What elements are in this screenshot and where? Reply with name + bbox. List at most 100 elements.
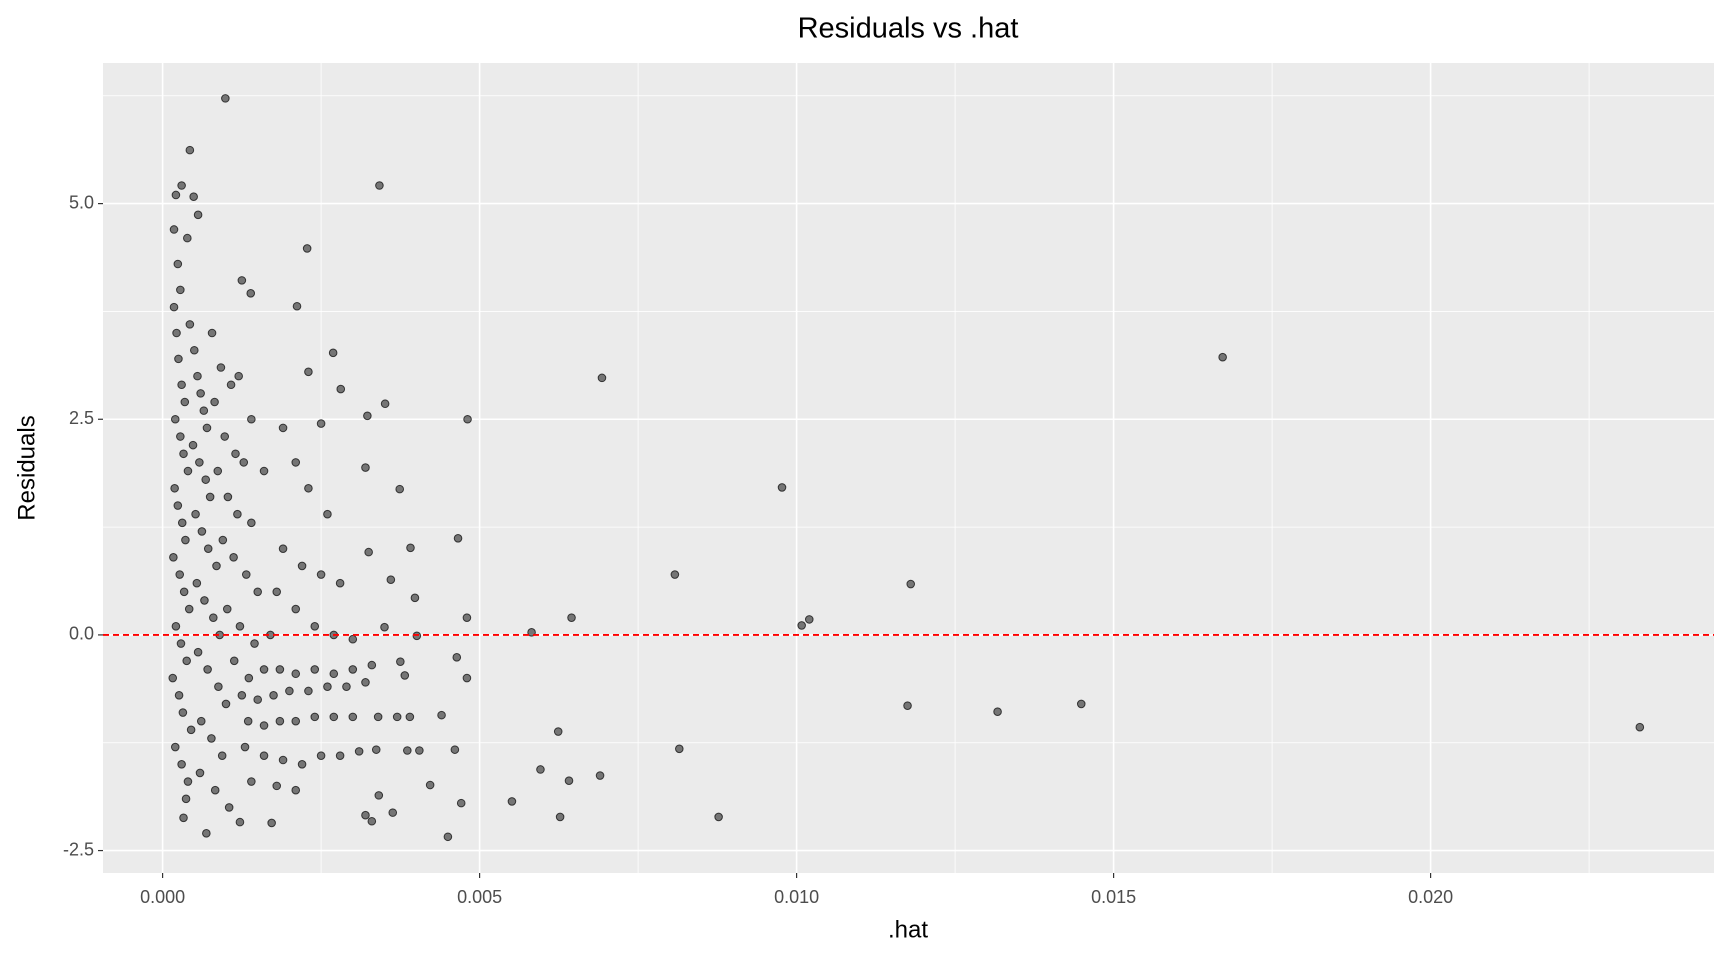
point <box>191 509 200 519</box>
point <box>777 483 787 492</box>
point <box>253 587 262 597</box>
point <box>443 832 453 842</box>
point <box>275 665 285 674</box>
point <box>304 686 313 696</box>
point <box>903 701 912 710</box>
point <box>189 345 199 355</box>
point <box>259 751 269 760</box>
point <box>237 276 247 285</box>
point <box>183 466 193 476</box>
point <box>567 613 576 622</box>
point <box>367 816 377 826</box>
point <box>176 432 185 441</box>
point <box>363 411 372 421</box>
point <box>316 419 326 428</box>
point <box>202 423 212 433</box>
point <box>221 94 230 103</box>
point <box>220 432 230 441</box>
point <box>310 665 320 674</box>
point <box>243 716 253 726</box>
point <box>210 785 220 795</box>
point <box>259 466 269 476</box>
point <box>180 397 190 407</box>
point <box>297 760 307 769</box>
point <box>196 716 206 726</box>
point <box>456 798 466 808</box>
x-axis-label: .hat <box>888 916 928 943</box>
y-axis-label: Residuals <box>13 415 40 520</box>
y-tick-label: 0.0 <box>69 624 94 644</box>
point <box>205 492 215 502</box>
point <box>323 509 332 519</box>
point <box>1076 699 1086 709</box>
point <box>400 671 410 680</box>
chart-title: Residuals vs .hat <box>798 13 1019 45</box>
point <box>192 578 202 588</box>
point <box>207 328 217 338</box>
point <box>241 570 251 579</box>
point <box>405 712 415 722</box>
point <box>291 785 301 795</box>
point <box>804 615 814 624</box>
point <box>240 742 250 752</box>
point <box>453 534 463 543</box>
point <box>380 399 390 409</box>
point <box>304 367 313 377</box>
point <box>181 794 191 804</box>
point <box>216 363 226 372</box>
point <box>212 561 221 571</box>
point <box>195 458 204 467</box>
point <box>200 596 209 605</box>
point <box>195 768 205 778</box>
point <box>371 745 381 754</box>
point <box>462 613 472 622</box>
point <box>437 710 446 720</box>
point <box>169 225 179 234</box>
point <box>176 285 185 295</box>
point <box>425 780 435 790</box>
point <box>386 575 396 585</box>
point <box>536 765 545 774</box>
point <box>181 535 190 545</box>
point <box>185 320 195 329</box>
point <box>278 544 288 553</box>
point <box>210 397 219 407</box>
point <box>553 727 563 736</box>
point <box>361 810 370 820</box>
point <box>172 328 181 338</box>
point <box>297 561 307 571</box>
point <box>403 746 412 755</box>
point <box>226 380 236 390</box>
point <box>714 812 723 822</box>
point <box>364 547 373 557</box>
point <box>218 535 228 545</box>
point <box>675 744 684 754</box>
point <box>410 593 420 603</box>
point <box>336 384 346 394</box>
point <box>291 669 301 679</box>
point <box>176 639 186 648</box>
point <box>179 587 189 597</box>
point <box>272 781 282 791</box>
point <box>278 423 288 433</box>
point <box>374 791 384 800</box>
point <box>342 682 351 691</box>
point <box>239 458 249 467</box>
point <box>302 244 312 253</box>
point <box>292 301 302 311</box>
point <box>348 634 358 644</box>
point <box>179 449 188 459</box>
x-tick-label: 0.020 <box>1408 887 1453 907</box>
point <box>174 354 183 364</box>
point <box>361 678 370 687</box>
x-tick-label: 0.015 <box>1091 887 1136 907</box>
point <box>250 639 259 648</box>
point <box>229 552 238 562</box>
point <box>269 691 278 700</box>
point <box>196 389 205 398</box>
point <box>247 777 256 786</box>
y-tick-label: 2.5 <box>69 408 94 428</box>
point <box>177 380 186 390</box>
point <box>463 414 472 424</box>
point <box>233 509 242 519</box>
